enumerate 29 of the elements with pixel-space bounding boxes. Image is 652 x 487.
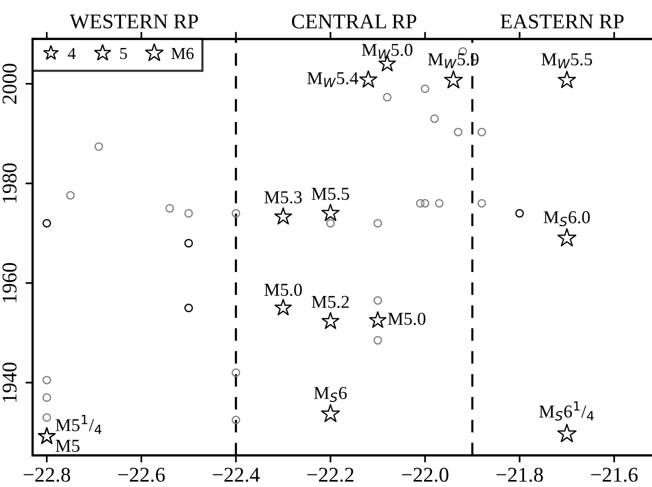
annotation: M5.2 [312, 296, 349, 308]
x-tick-label: −22.8 [24, 468, 70, 482]
annotation: M$_{S}$6$^{1}$/$_{4}$ [539, 401, 594, 421]
legend-label: 5 [120, 48, 127, 60]
annotation: M$_{W}$5.5 [542, 53, 592, 68]
text: WESTERN RP [70, 14, 198, 29]
text: CENTRAL RP [292, 14, 416, 28]
annotation: M$_{S}$6 [314, 386, 347, 402]
annotation: M$_{W}$5.4 [307, 72, 358, 88]
annotation: M5.0 [264, 284, 302, 296]
annotation: M5$^{1}$/$_{4}$ [56, 414, 102, 434]
annotation: M5.0 [388, 312, 426, 325]
text: EASTERN RP [500, 14, 624, 28]
x-tick-label: −21.6 [591, 468, 638, 482]
x-tick-label: −22.6 [118, 468, 165, 482]
annotation: M5.5 [312, 188, 350, 200]
y-tick-label: 1940 [2, 362, 17, 402]
y-tick-label: 2000 [2, 64, 17, 104]
annotation: M5 [56, 440, 80, 452]
x-tick-label: −22.4 [212, 468, 260, 482]
x-tick-label: −22.0 [402, 468, 448, 482]
legend-label: 4 [68, 48, 76, 59]
legend-label: M6 [171, 48, 194, 60]
x-tick-label: −21.8 [496, 468, 543, 482]
y-tick-label: 1980 [2, 163, 17, 202]
y-tick-label: 1960 [2, 262, 17, 302]
x-tick-label: −22.2 [307, 468, 354, 482]
annotation: M5.3 [264, 191, 302, 204]
annotation: M$_{S}$6.0 [544, 211, 590, 226]
